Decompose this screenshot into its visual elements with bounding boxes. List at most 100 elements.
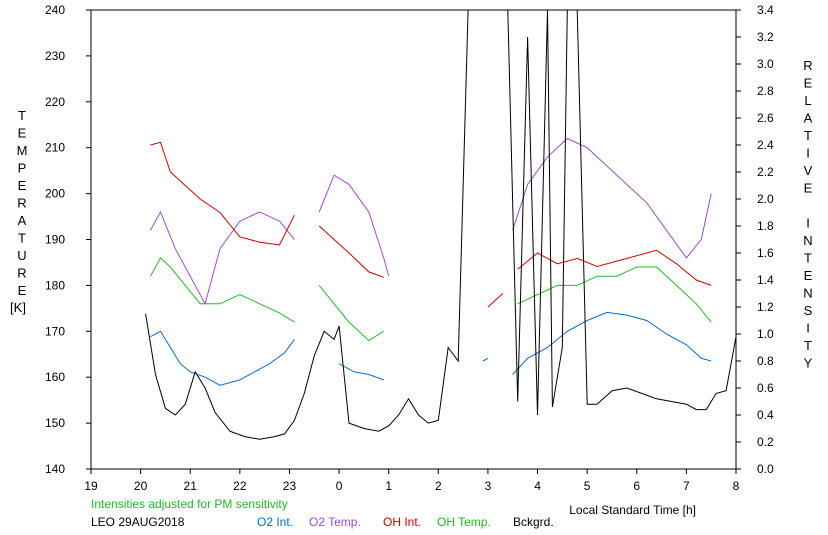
right-axis-letter: Y [804, 356, 813, 371]
right-axis-letter: E [804, 76, 813, 91]
y-right-tick-label: 1.6 [757, 246, 774, 260]
left-axis-letter: P [18, 161, 27, 176]
series-oh-temp [150, 257, 712, 342]
legend-bckgrd: Bckgrd. [513, 515, 554, 529]
left-axis-letter: E [18, 126, 27, 141]
right-axis-letter: S [804, 303, 813, 318]
y-right-tick-label: 3.4 [757, 3, 774, 17]
y-left-tick-label: 170 [45, 324, 65, 338]
y-right-tick-label: 1.8 [757, 219, 774, 233]
left-axis-letter: T [18, 231, 26, 246]
y-right-tick-label: 0.4 [757, 408, 774, 422]
sensitivity-note: Intensities adjusted for PM sensitivity [91, 497, 288, 511]
y-right-tick-label: 2.4 [757, 138, 774, 152]
x-tick-label: 1 [385, 479, 392, 493]
x-axis: 19 20 21 22 23 0 1 2 3 4 5 6 7 8 [84, 469, 740, 493]
legend-o2_temp: O2 Temp. [309, 515, 361, 529]
legend: O2 Int. O2 Temp. OH Int. OH Temp. Bckgrd. [257, 515, 554, 529]
series-line [507, 9, 737, 416]
series-line [318, 285, 384, 342]
y-right-tick-label: 3.0 [757, 57, 774, 71]
y-right-tick-label: 0.0 [757, 462, 774, 476]
x-tick-label: 2 [435, 479, 442, 493]
series-line [517, 249, 712, 286]
right-axis-letter: E [804, 181, 813, 196]
right-axis-letter: I [806, 321, 810, 336]
left-axis-letter: R [17, 266, 26, 281]
series-line [338, 363, 384, 381]
series-oh-int [150, 141, 712, 308]
y-left-tick-label: 230 [45, 49, 65, 63]
y-right-tick-label: 0.6 [757, 381, 774, 395]
y-left-tick-label: 220 [45, 95, 65, 109]
x-tick-label: 19 [84, 479, 98, 493]
series-line [318, 225, 384, 278]
left-axis-unit: [K] [10, 300, 26, 315]
left-axis-letter: R [17, 196, 26, 211]
y-right-tick-label: 0.2 [757, 435, 774, 449]
legend-oh_int: OH Int. [383, 515, 421, 529]
x-tick-label: 6 [633, 479, 640, 493]
right-axis-letter: I [806, 146, 810, 161]
right-axis-letter: N [803, 233, 812, 248]
x-tick-label: 7 [683, 479, 690, 493]
x-tick-label: 21 [184, 479, 198, 493]
right-axis-letter: I [806, 216, 810, 231]
right-axis-letter: N [803, 286, 812, 301]
left-axis-letter: M [17, 143, 28, 158]
y-left-tick-label: 190 [45, 233, 65, 247]
series-line [150, 330, 295, 386]
plot-frame [90, 9, 737, 470]
y-axis-left: 140 150 160 170 180 190 200 210 220 230 240 [45, 3, 91, 476]
series-o2-temp [150, 137, 712, 306]
series-line [150, 141, 295, 246]
y-right-tick-label: 2.8 [757, 84, 774, 98]
x-tick-label: 20 [134, 479, 148, 493]
y-right-tick-label: 1.2 [757, 300, 774, 314]
x-tick-label: 3 [485, 479, 492, 493]
series-line [150, 210, 295, 306]
series-line [150, 257, 295, 323]
series-line [482, 357, 489, 362]
x-tick-label: 22 [233, 479, 247, 493]
left-axis-letter: A [18, 213, 27, 228]
y-left-tick-label: 200 [45, 187, 65, 201]
y-right-tick-label: 2.2 [757, 165, 774, 179]
series-bckgrd [145, 9, 737, 440]
left-axis-letter: E [18, 178, 27, 193]
y-left-tick-label: 180 [45, 278, 65, 292]
y-left-tick-label: 150 [45, 416, 65, 430]
series-line [512, 311, 712, 375]
x-tick-label: 8 [733, 479, 740, 493]
right-axis-letter: V [804, 163, 813, 178]
left-axis-letter: T [18, 108, 26, 123]
station-date: LEO 29AUG2018 [91, 515, 185, 529]
y-right-tick-label: 1.4 [757, 273, 774, 287]
left-axis-letter: U [17, 248, 26, 263]
right-axis-letter: T [804, 338, 812, 353]
y-left-tick-label: 240 [45, 3, 65, 17]
right-axis-letter: T [804, 128, 812, 143]
series-layer [145, 9, 737, 440]
x-axis-label: Local Standard Time [h] [569, 503, 696, 517]
right-axis-letter: E [804, 268, 813, 283]
x-tick-label: 4 [534, 479, 541, 493]
series-o2-int [150, 311, 712, 386]
series-line [487, 293, 504, 308]
legend-oh_temp: OH Temp. [437, 515, 491, 529]
left-axis-letter: E [18, 283, 27, 298]
y-right-tick-label: 3.2 [757, 30, 774, 44]
right-axis-letter: R [803, 58, 812, 73]
right-axis-letter: A [804, 111, 813, 126]
series-line [145, 9, 478, 440]
y-right-tick-label: 2.0 [757, 192, 774, 206]
y-right-tick-label: 0.8 [757, 354, 774, 368]
y-right-tick-label: 1.0 [757, 327, 774, 341]
right-axis-letter: L [804, 93, 811, 108]
y-axis-right: 0.0 0.2 0.4 0.6 0.8 1.0 1.2 1.4 1.6 1.8 2.0 2.2 2.4 2… [736, 3, 774, 476]
y-right-tick-label: 2.6 [757, 111, 774, 125]
y-left-tick-label: 140 [45, 462, 65, 476]
x-tick-label: 5 [584, 479, 591, 493]
